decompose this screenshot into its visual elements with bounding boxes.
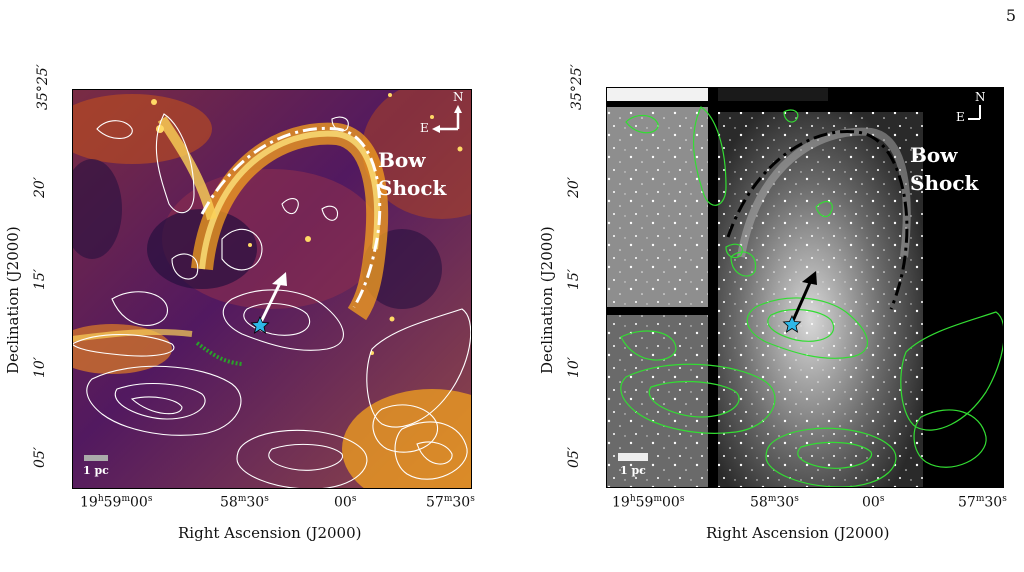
right-contours [620, 106, 1004, 488]
left-map-svg [72, 89, 472, 489]
left-scale-label: 1 pc [83, 464, 109, 477]
left-filament-marker [195, 341, 243, 366]
right-dec-tick: 35°25′ [569, 64, 585, 110]
right-y-axis-label: Declination (J2000) [538, 226, 556, 374]
left-dec-tick: 10′ [32, 357, 48, 378]
right-bow-label: Bow Shock [910, 143, 979, 195]
left-x-axis-label: Right Ascension (J2000) [178, 524, 362, 542]
left-bow-outline [200, 126, 382, 308]
right-star-marker [782, 315, 802, 333]
left-compass-icon [432, 105, 462, 133]
left-dec-tick: 05′ [32, 447, 48, 468]
right-map-svg [606, 87, 1004, 488]
left-compass-n: N [453, 90, 464, 104]
left-ra-tick: 58m30s [220, 494, 269, 511]
right-motion-arrow [790, 277, 814, 324]
left-ra-tick: 19h59m00s [80, 494, 153, 511]
left-image [72, 89, 472, 489]
right-frame [606, 87, 1004, 488]
page-number: 5 [1005, 6, 1016, 25]
right-dec-tick: 05′ [566, 447, 582, 468]
left-dec-tick: 35°25′ [35, 64, 51, 110]
left-dec-tick: 15′ [32, 269, 48, 290]
right-x-axis-label: Right Ascension (J2000) [706, 524, 890, 542]
left-scale-bar [84, 455, 108, 461]
right-ra-tick: 58m30s [750, 494, 799, 511]
left-ra-tick: 00s [334, 494, 357, 511]
left-y-axis-label: Declination (J2000) [4, 226, 22, 374]
left-bow-label: Bow Shock [378, 148, 447, 200]
right-dec-tick: 15′ [566, 269, 582, 290]
right-dec-tick: 20′ [566, 177, 582, 198]
right-bow-outline [726, 129, 909, 310]
right-compass-n: N [975, 90, 986, 104]
left-star-marker [250, 316, 270, 334]
right-ra-tick: 19h59m00s [612, 494, 685, 511]
right-compass-icon [968, 105, 981, 120]
right-image [606, 87, 1004, 488]
left-contours [72, 113, 472, 489]
left-motion-arrow [258, 278, 284, 325]
left-compass-e: E [420, 121, 429, 135]
right-scale-bar [618, 453, 648, 461]
right-dec-tick: 10′ [566, 357, 582, 378]
left-frame [72, 89, 472, 489]
right-ra-tick: 00s [862, 494, 885, 511]
left-dec-tick: 20′ [32, 177, 48, 198]
right-scale-label: 1 pc [620, 464, 646, 477]
right-ra-tick: 57m30s [958, 494, 1007, 511]
right-compass-e: E [956, 110, 965, 124]
left-ra-tick: 57m30s [426, 494, 475, 511]
